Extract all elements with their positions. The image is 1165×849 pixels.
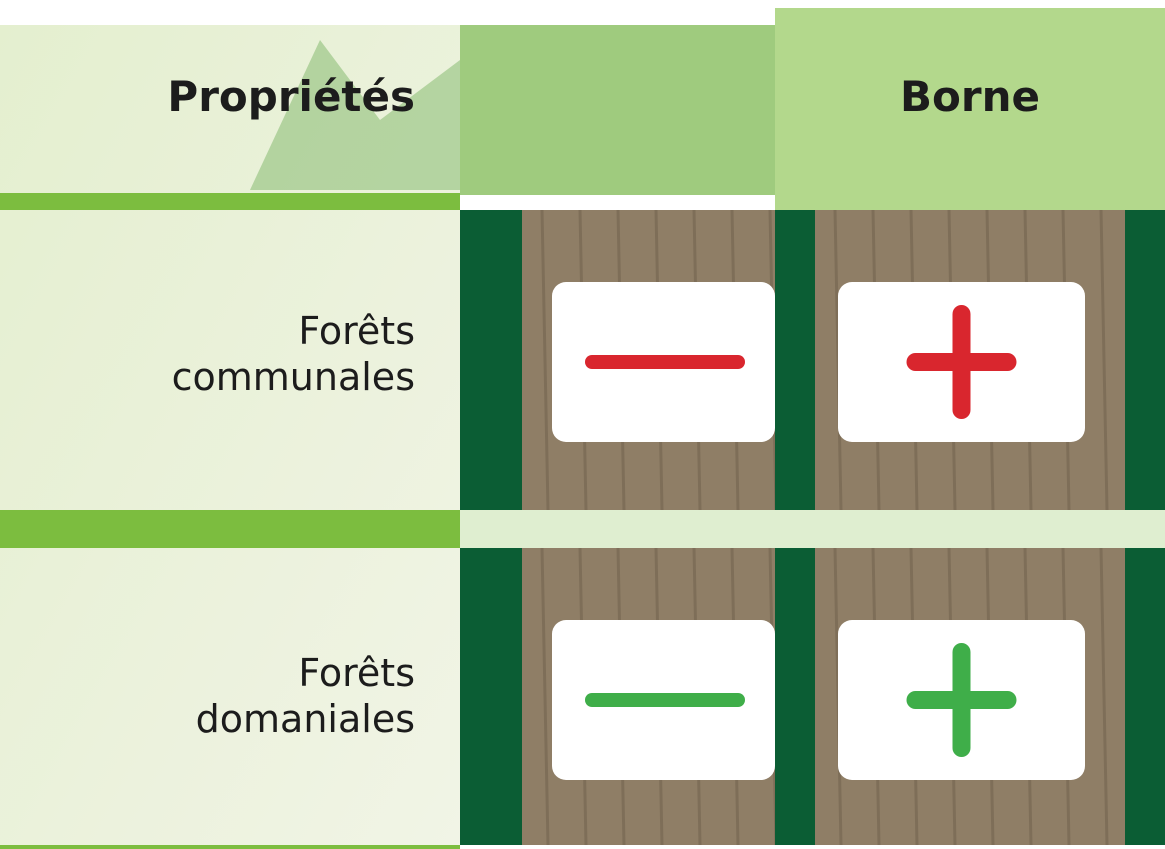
infographic: Propriétés Borne Forêts communales Forêt… [0,0,1165,849]
row-label: Forêts domaniales [15,650,415,742]
plus-symbol [953,305,971,419]
plus-symbol [953,643,971,757]
header-label: Propriétés [167,72,415,121]
stripe [0,193,460,210]
minus-symbol [585,355,745,369]
stripe [0,845,460,849]
header-cell [460,25,775,195]
row-label: Forêts communales [15,308,415,400]
stripe [460,510,1165,548]
minus-symbol [585,693,745,707]
stripe [0,510,460,548]
header-label: Borne [775,72,1165,121]
